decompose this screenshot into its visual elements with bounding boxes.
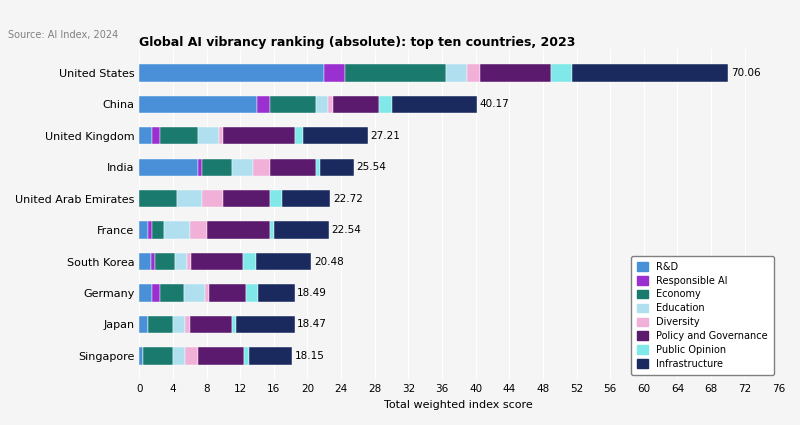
Bar <box>190 316 232 333</box>
Bar <box>198 347 244 365</box>
Bar <box>329 96 333 113</box>
Bar <box>303 127 368 144</box>
Bar <box>139 221 148 239</box>
Bar <box>186 316 190 333</box>
Bar <box>480 64 551 82</box>
Bar <box>143 347 173 365</box>
Legend: R&D, Responsible AI, Economy, Education, Diversity, Policy and Governance, Publi: R&D, Responsible AI, Economy, Education,… <box>630 256 774 375</box>
Bar <box>258 284 294 302</box>
Bar <box>139 347 143 365</box>
Bar <box>139 159 198 176</box>
Bar <box>202 159 232 176</box>
Bar <box>148 221 152 239</box>
Bar <box>148 316 173 333</box>
Bar <box>467 64 480 82</box>
Bar <box>223 190 270 207</box>
Bar <box>255 253 311 270</box>
Bar <box>316 96 329 113</box>
Text: 40.17: 40.17 <box>479 99 510 109</box>
X-axis label: Total weighted index score: Total weighted index score <box>385 400 533 410</box>
Bar <box>274 221 329 239</box>
Bar <box>139 64 324 82</box>
Bar <box>198 127 219 144</box>
Bar <box>333 96 379 113</box>
Bar <box>139 96 257 113</box>
Bar <box>186 347 198 365</box>
Bar <box>151 284 160 302</box>
Bar <box>173 347 186 365</box>
Bar <box>191 253 243 270</box>
Bar <box>391 96 477 113</box>
Bar <box>152 221 165 239</box>
Bar <box>243 253 255 270</box>
Bar <box>324 64 346 82</box>
Bar <box>223 127 295 144</box>
Bar <box>270 159 316 176</box>
Text: 22.72: 22.72 <box>333 194 362 204</box>
Bar <box>187 253 191 270</box>
Bar <box>320 159 354 176</box>
Text: 18.47: 18.47 <box>297 320 327 329</box>
Bar <box>253 159 270 176</box>
Bar <box>139 284 151 302</box>
Bar <box>246 284 258 302</box>
Text: 25.54: 25.54 <box>357 162 386 172</box>
Bar <box>232 316 236 333</box>
Bar <box>202 190 223 207</box>
Bar <box>190 221 206 239</box>
Bar <box>205 284 209 302</box>
Bar <box>270 221 274 239</box>
Text: Global AI vibrancy ranking (absolute): top ten countries, 2023: Global AI vibrancy ranking (absolute): t… <box>139 36 576 49</box>
Bar <box>446 64 467 82</box>
Bar <box>209 284 246 302</box>
Bar <box>139 127 152 144</box>
Bar <box>316 159 320 176</box>
Bar <box>206 221 270 239</box>
Bar <box>184 284 205 302</box>
Bar <box>139 190 177 207</box>
Bar <box>270 190 282 207</box>
Bar <box>198 159 202 176</box>
Bar <box>346 64 446 82</box>
Bar <box>151 253 155 270</box>
Text: 18.49: 18.49 <box>298 288 327 298</box>
Bar <box>219 127 223 144</box>
Bar <box>139 316 148 333</box>
Bar <box>232 159 253 176</box>
Text: 27.21: 27.21 <box>370 131 401 141</box>
Text: 70.06: 70.06 <box>731 68 761 78</box>
Bar <box>244 347 249 365</box>
Text: Source: AI Index, 2024: Source: AI Index, 2024 <box>8 30 118 40</box>
Bar <box>295 127 303 144</box>
Bar <box>160 284 184 302</box>
Bar <box>160 127 198 144</box>
Text: 20.48: 20.48 <box>314 257 344 266</box>
Bar <box>152 127 160 144</box>
Bar <box>173 316 186 333</box>
Bar <box>249 347 292 365</box>
Text: 18.15: 18.15 <box>294 351 324 361</box>
Text: 22.54: 22.54 <box>331 225 361 235</box>
Bar <box>139 253 151 270</box>
Bar <box>177 190 202 207</box>
Bar <box>175 253 187 270</box>
Bar <box>165 221 190 239</box>
Bar <box>551 64 572 82</box>
Bar <box>379 96 391 113</box>
Bar <box>257 96 270 113</box>
Bar <box>270 96 316 113</box>
Bar <box>236 316 294 333</box>
Bar <box>155 253 175 270</box>
Bar <box>282 190 330 207</box>
Bar <box>572 64 729 82</box>
